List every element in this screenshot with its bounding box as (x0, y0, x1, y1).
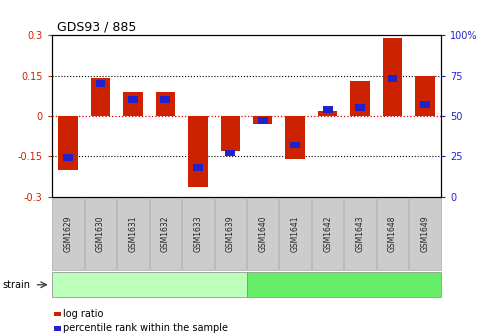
Bar (91, 78, 110, 116)
Text: percentile rank within the sample: percentile rank within the sample (63, 323, 228, 333)
Bar (258, 117, 268, 124)
Bar (383, 38, 402, 116)
Bar (161, 96, 170, 103)
Text: GSM1631: GSM1631 (128, 215, 138, 252)
Text: GSM1630: GSM1630 (96, 215, 105, 252)
Bar (355, 104, 365, 111)
Bar (188, 116, 208, 187)
Bar (63, 155, 73, 161)
Text: BY4716: BY4716 (128, 280, 170, 290)
Bar (290, 141, 300, 148)
Text: GSM1633: GSM1633 (193, 215, 202, 252)
Bar (193, 164, 203, 171)
Text: GSM1648: GSM1648 (388, 215, 397, 252)
Bar (96, 80, 106, 87)
Bar (220, 116, 240, 151)
Text: strain: strain (2, 280, 31, 290)
Bar (415, 76, 435, 116)
Text: GSM1629: GSM1629 (64, 215, 72, 252)
Text: GSM1639: GSM1639 (226, 215, 235, 252)
Bar (420, 101, 430, 108)
Text: GSM1643: GSM1643 (355, 215, 365, 252)
Text: GSM1640: GSM1640 (258, 215, 267, 252)
Bar (387, 76, 397, 82)
Bar (253, 116, 273, 124)
Bar (128, 96, 138, 103)
Bar (323, 106, 332, 113)
Bar (58, 116, 78, 170)
Bar (318, 111, 337, 116)
Bar (225, 150, 235, 156)
Text: log ratio: log ratio (63, 309, 104, 319)
Bar (156, 92, 175, 116)
Text: GSM1632: GSM1632 (161, 215, 170, 252)
Bar (123, 92, 142, 116)
Text: wild type: wild type (318, 280, 369, 290)
Text: GSM1649: GSM1649 (421, 215, 429, 252)
Bar (285, 116, 305, 159)
Text: GDS93 / 885: GDS93 / 885 (57, 20, 136, 34)
Bar (351, 81, 370, 116)
Text: GSM1642: GSM1642 (323, 215, 332, 252)
Text: GSM1641: GSM1641 (291, 215, 300, 252)
